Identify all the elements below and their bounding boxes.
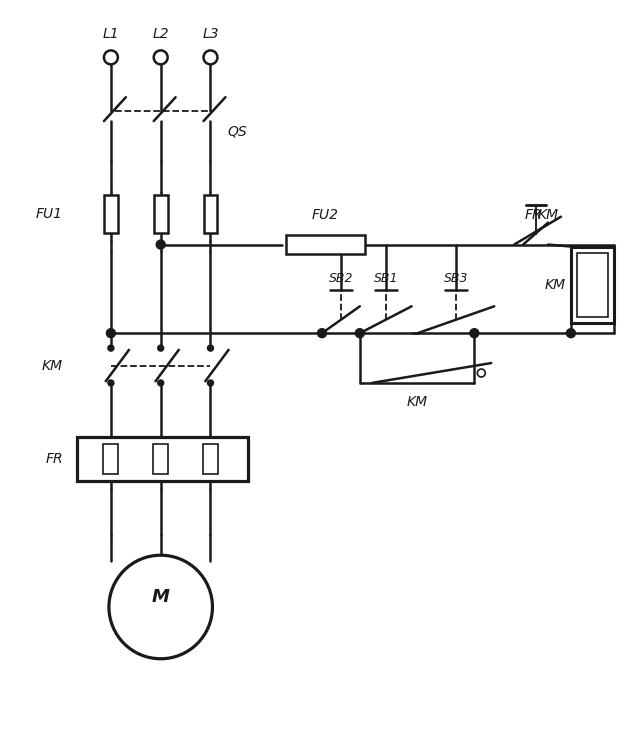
Circle shape [156, 240, 165, 249]
Circle shape [207, 380, 214, 386]
Text: KM: KM [545, 278, 566, 292]
Text: L2: L2 [152, 28, 169, 41]
Text: FR: FR [525, 208, 542, 221]
FancyBboxPatch shape [104, 194, 118, 233]
Circle shape [470, 328, 479, 337]
Text: SB2: SB2 [329, 272, 353, 285]
Circle shape [317, 328, 326, 337]
FancyBboxPatch shape [203, 444, 218, 473]
FancyBboxPatch shape [104, 444, 118, 473]
Circle shape [108, 345, 114, 351]
Circle shape [477, 369, 485, 377]
Circle shape [106, 328, 115, 337]
Text: FU1: FU1 [36, 206, 63, 221]
Circle shape [204, 50, 218, 64]
FancyBboxPatch shape [77, 437, 248, 480]
FancyBboxPatch shape [153, 444, 168, 473]
Text: KM: KM [42, 359, 63, 373]
Circle shape [355, 328, 364, 337]
FancyBboxPatch shape [286, 235, 365, 254]
FancyBboxPatch shape [571, 247, 614, 323]
Text: FU2: FU2 [312, 208, 339, 221]
FancyBboxPatch shape [204, 194, 218, 233]
Circle shape [566, 328, 575, 337]
Text: SB1: SB1 [374, 272, 398, 285]
Circle shape [109, 555, 212, 659]
Text: L1: L1 [102, 28, 119, 41]
Text: KM: KM [538, 208, 559, 221]
Text: L3: L3 [202, 28, 219, 41]
Circle shape [157, 345, 164, 351]
FancyBboxPatch shape [154, 194, 168, 233]
Text: KM: KM [406, 395, 428, 409]
Circle shape [104, 50, 118, 64]
Circle shape [108, 380, 114, 386]
Text: M: M [152, 588, 170, 606]
Circle shape [207, 345, 214, 351]
Circle shape [154, 50, 168, 64]
Text: FR: FR [45, 452, 63, 466]
Circle shape [157, 380, 164, 386]
FancyBboxPatch shape [577, 253, 608, 317]
Text: SB3: SB3 [444, 272, 468, 285]
Text: QS: QS [227, 124, 247, 138]
